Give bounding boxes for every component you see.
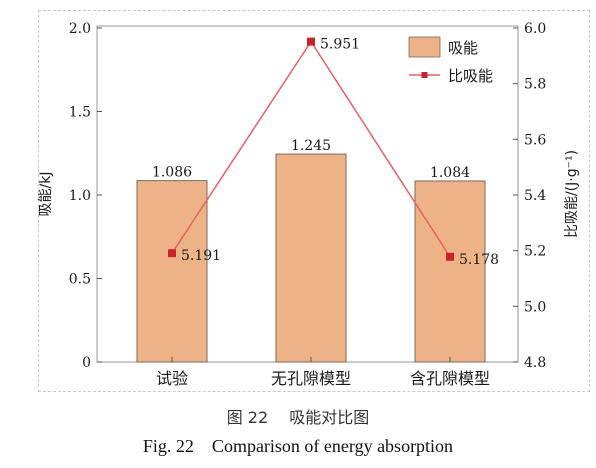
legend-line-marker <box>421 72 428 78</box>
bar-value-label: 1.084 <box>430 165 470 181</box>
line-value-label: 5.178 <box>459 252 499 268</box>
y-left-tick-label: 1.0 <box>69 188 91 204</box>
y-left-tick-label: 0 <box>82 355 91 371</box>
y-left-tick-label: 2.0 <box>69 21 91 37</box>
bar <box>414 180 486 363</box>
y-axis-left-title: 吸能/kJ <box>38 172 54 217</box>
y-right-tick-label: 5.0 <box>524 299 546 315</box>
labels-layer: 1.086 1.245 1.084 5.191 5.951 5.178 <box>152 37 499 268</box>
y-right-tick-label: 5.4 <box>524 188 546 204</box>
legend: 吸能 比吸能 <box>408 36 493 85</box>
y-axis-right-title: 比吸能/(J·g⁻¹) <box>564 150 580 238</box>
line-value-label: 5.951 <box>320 37 360 53</box>
y-right-tick-label: 5.8 <box>524 77 546 93</box>
y-right-tick-label: 6.0 <box>524 21 546 37</box>
y-right-tick-label: 5.6 <box>524 132 546 148</box>
ticks-layer: 0 0.5 1.0 1.5 2.0 4.8 5.0 5.2 5.4 5.6 5.8 6.0 试验 无孔隙模… <box>69 21 547 388</box>
x-category-label: 无孔隙模型 <box>271 369 351 388</box>
line-point <box>446 252 454 261</box>
line-value-label: 5.191 <box>181 248 221 264</box>
line-point <box>168 249 176 258</box>
figure-caption-zh: 图 22 吸能对比图 <box>226 408 370 427</box>
y-left-tick-label: 1.5 <box>69 105 91 121</box>
y-left-tick-label: 0.5 <box>69 272 91 288</box>
chart-svg: 0 0.5 1.0 1.5 2.0 4.8 5.0 5.2 5.4 5.6 5.8 6.0 试验 无孔隙模… <box>38 21 580 388</box>
bar <box>136 180 208 363</box>
bar-value-label: 1.086 <box>152 165 192 181</box>
x-category-label: 试验 <box>156 369 188 388</box>
bar <box>275 153 347 363</box>
legend-line-label: 比吸能 <box>448 67 493 85</box>
chart-frame <box>38 10 590 392</box>
line-layer <box>168 37 454 261</box>
y-right-tick-label: 4.8 <box>524 355 546 371</box>
line-point <box>307 37 315 46</box>
figure-caption-en: Fig. 22 Comparison of energy absorption <box>142 436 454 456</box>
legend-bar-label: 吸能 <box>448 39 478 57</box>
bars-layer <box>136 153 486 363</box>
legend-bar-swatch <box>408 36 441 58</box>
x-category-label: 含孔隙模型 <box>410 369 490 388</box>
bar-value-label: 1.245 <box>291 138 331 154</box>
y-right-tick-label: 5.2 <box>524 244 546 260</box>
